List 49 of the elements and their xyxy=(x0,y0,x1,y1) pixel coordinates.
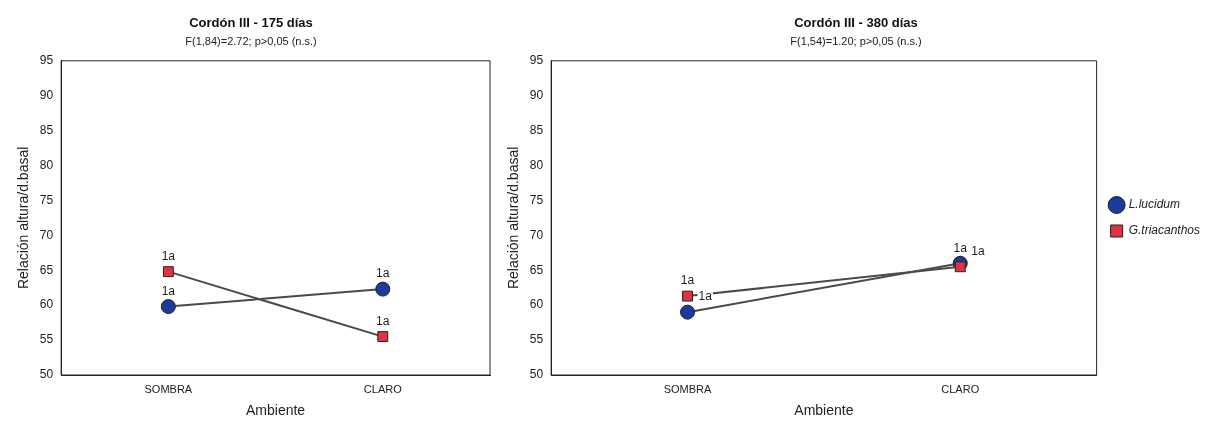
x-axis-title: Ambiente xyxy=(794,402,854,419)
y-tick-label: 85 xyxy=(529,122,544,137)
y-tick-label: 55 xyxy=(39,332,54,347)
annotation: 1a xyxy=(953,240,968,255)
annotation: 1a xyxy=(376,266,390,281)
y-tick-label: 95 xyxy=(529,53,544,68)
y-tick-label: 60 xyxy=(529,297,544,312)
annotation: 1a xyxy=(161,248,176,263)
point xyxy=(160,299,176,315)
chart-title: Cordón III - 380 días xyxy=(794,15,918,31)
y-tick-label: 75 xyxy=(39,192,54,207)
annotation: 1a xyxy=(698,289,713,304)
y-tick-label: 95 xyxy=(39,53,54,68)
chart-subtitle: F(1,84)=2.72; p>0,05 (n.s.) xyxy=(185,35,317,48)
x-tick-label: CLARO xyxy=(941,382,980,395)
point xyxy=(162,266,174,278)
y-tick-label: 50 xyxy=(529,367,544,382)
y-tick-label: 90 xyxy=(529,88,544,103)
point xyxy=(375,281,391,297)
chart-title: Cordón III - 175 días xyxy=(189,15,313,31)
y-tick-label: 70 xyxy=(39,227,54,242)
y-tick-label: 85 xyxy=(39,122,54,137)
annotation: 1a xyxy=(680,273,695,288)
y-tick-label: 75 xyxy=(529,192,544,207)
y-axis-title: Relación altura/d.basal xyxy=(505,146,522,290)
y-axis-title: Relación altura/d.basal xyxy=(15,146,32,290)
x-tick-label: SOMBRA xyxy=(144,382,193,395)
y-tick-label: 80 xyxy=(39,157,54,172)
y-tick-label: 80 xyxy=(529,157,544,172)
annotation: 1a xyxy=(376,313,390,328)
annotation: 1a xyxy=(161,283,176,298)
x-tick-label: SOMBRA xyxy=(663,382,713,395)
y-tick-label: 55 xyxy=(529,332,544,347)
legend-label: L.lucidum xyxy=(1128,197,1180,212)
x-tick-label: CLARO xyxy=(363,382,403,395)
annotation: 1a xyxy=(971,244,985,259)
point xyxy=(680,304,696,320)
y-tick-label: 70 xyxy=(529,227,544,242)
point xyxy=(682,290,693,302)
y-tick-label: 50 xyxy=(39,367,54,382)
y-tick-label: 65 xyxy=(39,262,54,277)
point xyxy=(954,261,966,273)
y-tick-label: 90 xyxy=(39,88,54,103)
y-tick-label: 65 xyxy=(529,262,544,277)
y-tick-label: 60 xyxy=(39,297,54,312)
x-axis-title: Ambiente xyxy=(246,402,306,419)
chart-subtitle: F(1,54)=1.20; p>0,05 (n.s.) xyxy=(790,35,922,48)
legend-label: G.triacanthos xyxy=(1128,223,1201,238)
point xyxy=(377,331,389,343)
